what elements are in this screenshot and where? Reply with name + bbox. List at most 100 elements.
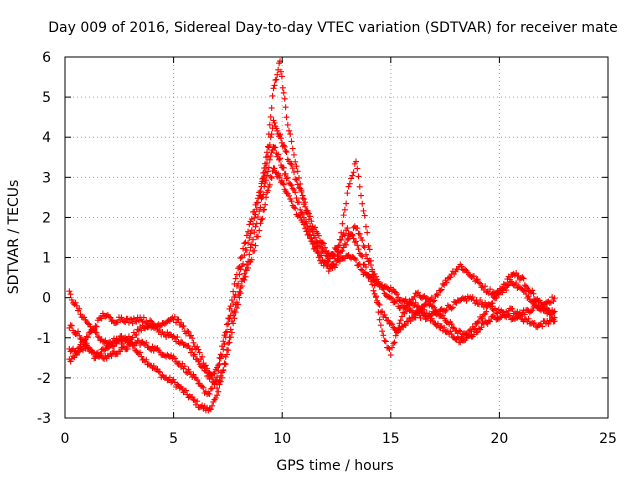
y-tick-label: -1 xyxy=(37,331,51,347)
data-point xyxy=(456,327,463,334)
data-point xyxy=(280,89,287,96)
data-point xyxy=(277,155,284,162)
data-point xyxy=(361,244,368,251)
data-point xyxy=(433,291,440,298)
x-axis-label: GPS time / hours xyxy=(276,458,393,474)
data-point xyxy=(495,291,502,298)
data-point xyxy=(297,206,304,213)
data-point xyxy=(344,225,351,232)
data-point xyxy=(194,376,201,383)
data-point xyxy=(191,351,198,358)
data-point xyxy=(243,261,250,268)
data-point xyxy=(189,394,196,401)
data-point xyxy=(317,243,324,250)
data-point xyxy=(264,143,271,150)
data-point xyxy=(277,135,284,142)
data-point xyxy=(344,190,351,197)
data-point xyxy=(299,195,306,202)
data-point xyxy=(261,165,268,172)
data-point xyxy=(362,270,369,277)
data-point xyxy=(443,306,450,313)
data-point xyxy=(531,319,538,326)
data-point xyxy=(237,255,244,262)
data-point xyxy=(530,290,537,297)
data-point xyxy=(240,260,247,267)
data-point xyxy=(238,283,245,290)
data-point xyxy=(431,297,438,304)
data-point xyxy=(233,305,240,312)
data-point xyxy=(358,192,365,199)
data-point xyxy=(199,353,206,360)
data-point xyxy=(369,266,376,273)
data-point xyxy=(185,342,192,349)
data-point xyxy=(265,131,272,138)
data-point xyxy=(359,200,366,207)
data-point xyxy=(236,271,243,278)
data-point xyxy=(356,183,363,190)
data-point xyxy=(286,127,293,134)
data-point xyxy=(228,307,235,314)
data-point xyxy=(402,322,409,329)
data-point xyxy=(204,365,211,372)
data-point xyxy=(221,341,228,348)
data-point xyxy=(299,211,306,218)
data-point xyxy=(220,366,227,373)
data-point xyxy=(217,372,224,379)
data-point xyxy=(245,240,252,247)
data-point xyxy=(348,175,355,182)
data-point xyxy=(304,209,311,216)
axis-ticks: 0 5 10 15 20 25 -3 -2 -1 0 1 2 3 4 5 6 xyxy=(37,50,617,447)
data-point xyxy=(355,173,362,180)
data-point xyxy=(349,172,356,179)
data-point xyxy=(241,252,248,259)
data-point xyxy=(265,144,272,151)
data-point xyxy=(338,229,345,236)
data-point xyxy=(178,319,185,326)
data-point xyxy=(412,314,419,321)
data-point xyxy=(331,252,338,259)
y-tick-label: -3 xyxy=(37,411,51,427)
data-point xyxy=(438,286,445,293)
data-point xyxy=(71,354,78,361)
data-point xyxy=(309,228,316,235)
data-point xyxy=(290,169,297,176)
data-point xyxy=(73,349,80,356)
data-point xyxy=(93,350,100,357)
data-point xyxy=(267,113,274,120)
data-point xyxy=(470,273,477,280)
data-point xyxy=(79,341,86,348)
data-point xyxy=(379,328,386,335)
series-track-a xyxy=(66,143,558,414)
data-point xyxy=(274,127,281,134)
data-point xyxy=(207,385,214,392)
data-point xyxy=(350,169,357,176)
data-point xyxy=(84,320,91,327)
data-point xyxy=(180,322,187,329)
data-point xyxy=(551,295,558,302)
data-point xyxy=(247,230,254,237)
data-point xyxy=(395,294,402,301)
data-point xyxy=(292,205,299,212)
data-point xyxy=(292,158,299,165)
data-point xyxy=(262,201,269,208)
data-point xyxy=(447,274,454,281)
data-point xyxy=(346,180,353,187)
data-point xyxy=(185,328,192,335)
data-point xyxy=(293,163,300,170)
data-point xyxy=(482,283,489,290)
data-point xyxy=(529,287,536,294)
data-point xyxy=(283,175,290,182)
data-point xyxy=(318,244,325,251)
data-point xyxy=(485,317,492,324)
data-point xyxy=(106,313,113,320)
data-point xyxy=(235,280,242,287)
data-point xyxy=(279,84,286,91)
data-point xyxy=(379,308,386,315)
data-point xyxy=(286,192,293,199)
data-point xyxy=(223,351,230,358)
data-point xyxy=(181,363,188,370)
data-point xyxy=(243,247,250,254)
data-point xyxy=(256,189,263,196)
data-point xyxy=(232,292,239,299)
data-point xyxy=(293,195,300,202)
